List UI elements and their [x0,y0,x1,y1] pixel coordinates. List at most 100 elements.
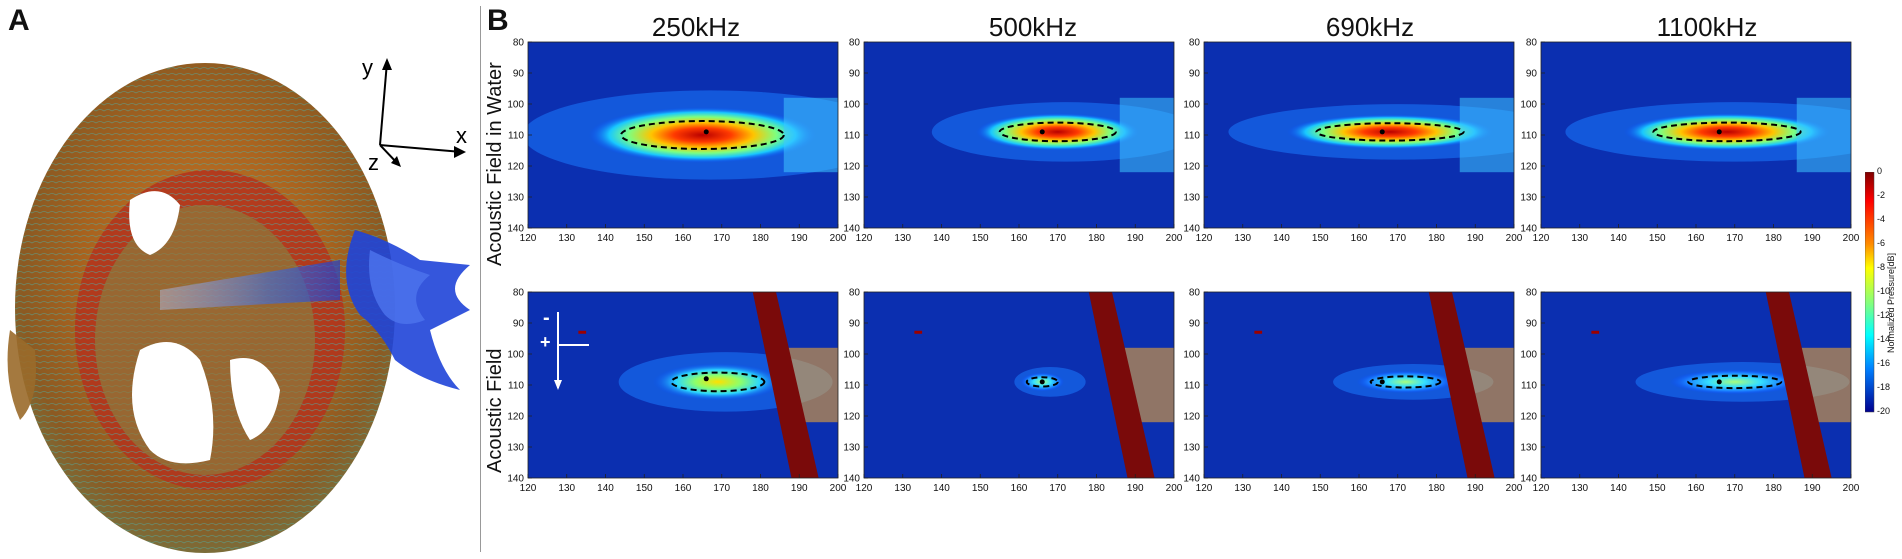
x-tick-label: 120 [1196,483,1213,494]
x-tick-label: 200 [830,483,847,494]
x-tick-label: 200 [1506,233,1523,244]
x-tick-label: 180 [1765,483,1782,494]
direction-cross [554,312,589,390]
focal-ellipse [1687,374,1783,390]
panel-a-label: A [8,4,30,37]
x-tick-label: 170 [713,483,730,494]
y-tick-label: 140 [1520,474,1537,485]
y-tick-label: 130 [843,443,860,454]
y-tick-label: 140 [1520,224,1537,235]
y-tick-label: 80 [1189,38,1201,49]
focus-point [1039,129,1045,135]
beam-core [588,107,817,163]
x-tick-label: 180 [1088,233,1105,244]
ultrasound-beam [160,230,470,390]
y-tick-label: 130 [507,193,524,204]
beam-core [1286,114,1494,150]
x-tick-label: 180 [752,233,769,244]
colorbar-tick-label: -8 [1877,262,1886,272]
axes-indicator [379,58,466,167]
x-tick-label: 150 [636,233,653,244]
x-tick-label: 190 [791,233,808,244]
x-tick-label: 180 [1428,233,1445,244]
x-tick-label: 150 [1312,483,1329,494]
focal-ellipse [620,120,785,150]
y-tick-label: 80 [1526,38,1538,49]
plus-mark: + [540,332,551,352]
x-tick-label: 160 [1011,233,1028,244]
y-tick-label: 110 [508,131,524,142]
y-tick-label: 120 [843,162,860,173]
y-tick-label: 90 [1526,69,1538,80]
small-bone-mark [578,330,587,334]
x-tick-label: 190 [1467,233,1484,244]
colorbar-tick-label: -12 [1877,310,1891,320]
y-tick-label: 100 [1183,100,1200,111]
panel-b-label: B [487,4,509,37]
x-tick-label: 200 [1843,233,1860,244]
focus-point [1716,379,1722,385]
edge-scatter [1119,97,1174,173]
focal-ellipse [998,121,1117,143]
x-tick-label: 170 [1726,483,1743,494]
x-tick-label: 130 [1571,233,1588,244]
x-tick-label: 140 [1610,233,1627,244]
skull-bone [1088,292,1155,478]
y-tick-label: 120 [507,162,524,173]
x-tick-label: 170 [713,233,730,244]
y-tick-label: 100 [1520,350,1537,361]
y-tick-label: 110 [1184,381,1200,392]
freq-title-1100: 1100kHz [1656,12,1758,42]
colorbar-tick-label: -18 [1877,382,1891,392]
x-tick-label: 130 [558,233,575,244]
y-tick-label: 80 [513,288,525,299]
y-tick-label: 90 [1189,319,1201,330]
x-tick-label: 150 [972,233,989,244]
focus-point [1379,379,1385,385]
heatmap-panel-8: 120 130 140 150 160 170 180 190 200 80 90 100 110 120… [1520,288,1859,495]
colorbar-tick-label: -6 [1877,238,1886,248]
small-bone-mark [1591,330,1600,334]
x-tick-label: 120 [856,483,873,494]
x-tick-label: 170 [1049,233,1066,244]
x-tick-label: 140 [597,233,614,244]
focus-point [703,376,709,382]
colorbar-tick-label: -10 [1877,286,1891,296]
focal-ellipse [1652,121,1802,143]
y-tick-label: 100 [1183,350,1200,361]
y-tick-label: 140 [1183,224,1200,235]
x-tick-label: 160 [675,483,692,494]
y-tick-label: 120 [1183,162,1200,173]
edge-scatter [1459,97,1514,173]
beam-core [1356,370,1455,394]
edge-scatter [1796,97,1851,173]
y-tick-label: 110 [1521,131,1537,142]
y-tick-label: 140 [843,224,860,235]
y-tick-label: 90 [1189,69,1201,80]
x-tick-label: 140 [933,233,950,244]
y-tick-label: 110 [1184,131,1200,142]
y-tick-label: 100 [843,100,860,111]
minus-mark: - [543,307,550,329]
focal-ellipse [1369,375,1442,389]
freq-title-250: 250kHz [651,12,741,42]
y-tick-label: 120 [843,412,860,423]
skull-bone [1428,292,1495,478]
y-tick-label: 80 [1189,288,1201,299]
beam-core [976,113,1140,151]
x-tick-label: 120 [1196,233,1213,244]
y-tick-label: 120 [1183,412,1200,423]
x-tick-label: 170 [1726,233,1743,244]
panel-divider [480,6,481,552]
x-tick-label: 130 [1234,233,1251,244]
skull-bone [752,292,819,478]
x-tick-label: 160 [1688,233,1705,244]
y-tick-label: 80 [849,288,861,299]
x-tick-label: 120 [856,233,873,244]
x-tick-label: 170 [1389,233,1406,244]
y-tick-label: 100 [843,350,860,361]
y-tick-label: 130 [1183,193,1200,204]
x-tick-label: 140 [1273,483,1290,494]
y-tick-label: 80 [513,38,525,49]
